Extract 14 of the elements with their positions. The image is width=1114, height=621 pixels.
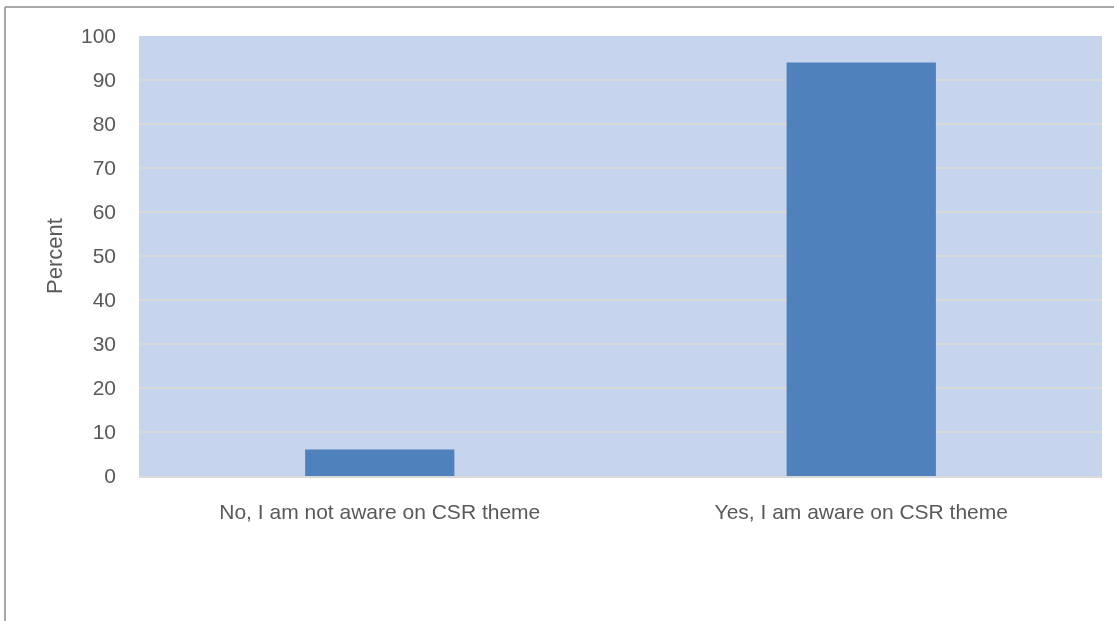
- y-tick-label: 100: [80, 24, 116, 48]
- x-tick-label: Yes, I am aware on CSR theme: [714, 500, 1008, 524]
- y-axis-title: Percent: [41, 218, 67, 294]
- y-tick-label: 30: [92, 332, 116, 356]
- y-tick-label: 50: [92, 244, 116, 268]
- y-tick-label: 0: [104, 464, 116, 488]
- x-tick-label: No, I am not aware on CSR theme: [219, 500, 541, 524]
- y-tick-label: 90: [92, 68, 116, 92]
- y-tick-label: 70: [92, 156, 116, 180]
- y-tick-label: 40: [92, 288, 116, 312]
- y-tick-label: 20: [92, 376, 116, 400]
- y-tick-label: 60: [92, 200, 116, 224]
- y-tick-label: 10: [92, 420, 116, 444]
- y-tick-label: 80: [92, 112, 116, 136]
